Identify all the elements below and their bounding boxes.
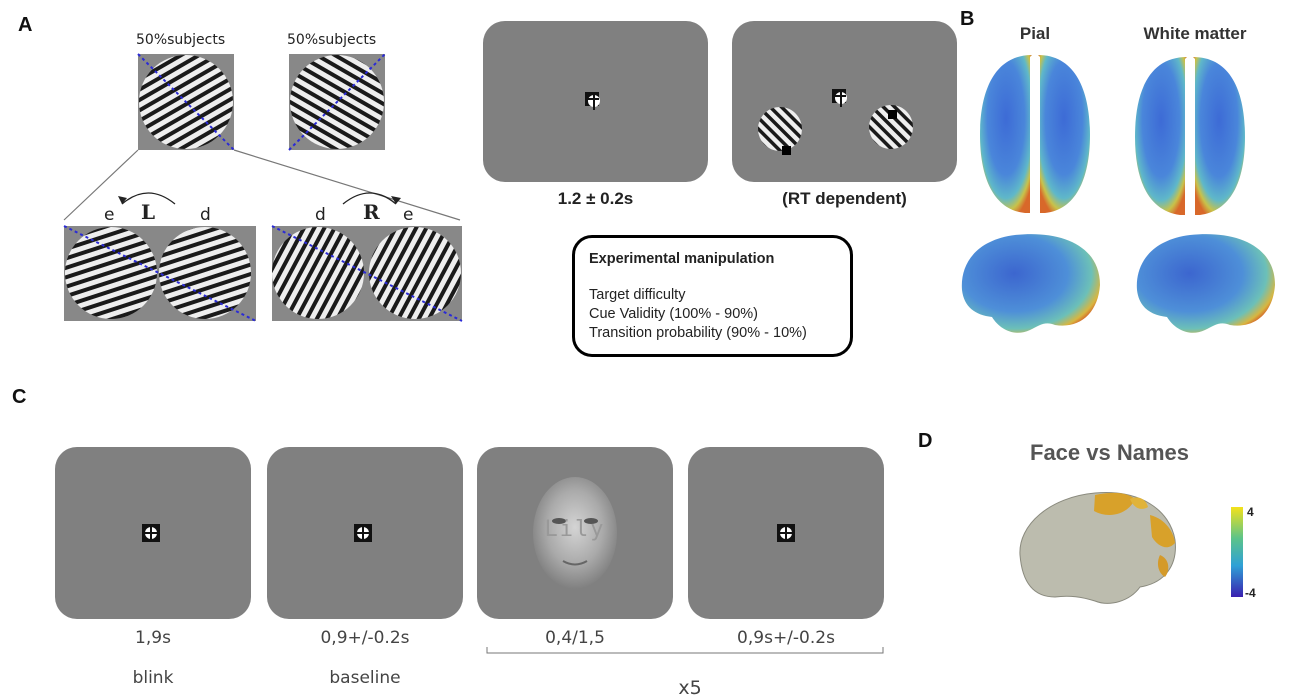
header-pial: Pial (1019, 24, 1051, 43)
grating-pair-left (63, 192, 257, 322)
fixation-cross-icon (354, 524, 372, 542)
fixation-cross-icon (585, 92, 600, 110)
brain-pial-side (961, 234, 1100, 333)
fixation-cross-icon (777, 524, 795, 542)
panel-label-b: B (960, 8, 975, 30)
screen-blink (55, 447, 251, 619)
repeat-count: x5 (678, 677, 702, 699)
grating-left-oriented (137, 53, 235, 151)
duration-blink: 1,9s (135, 628, 171, 648)
pair-left-label-d: d (200, 205, 211, 225)
rotation-left-label: L (141, 200, 156, 224)
header-white-matter: White matter (1143, 24, 1247, 43)
colorbar-min: -4 (1245, 586, 1256, 600)
brain-white-top (1135, 57, 1245, 215)
fixation-cross-icon (832, 89, 847, 107)
duration-face: 0,4/1,5 (545, 628, 605, 648)
screen-face-name: Lily (477, 447, 673, 619)
panel-d-title: Face vs Names (1030, 440, 1189, 465)
rotation-right-label: R (363, 200, 380, 224)
pair-left-label-e: e (104, 205, 115, 225)
label-blink: blink (132, 668, 174, 688)
screen-fixation (483, 21, 708, 182)
pair-right-label-d: d (315, 205, 326, 225)
label-baseline: baseline (329, 668, 401, 688)
screen-post-baseline (688, 447, 884, 619)
fixation-cross-icon (142, 524, 160, 542)
screen-targets (732, 21, 957, 182)
face-image (533, 477, 617, 589)
face-name-text: Lily (544, 517, 606, 542)
grating-label-left: 50%subjects (136, 32, 226, 48)
colorbar-max: 4 (1247, 505, 1254, 519)
colorbar (1231, 507, 1243, 597)
panel-label-d: D (918, 430, 933, 452)
duration-post: 0,9s+/-0.2s (737, 628, 835, 648)
manipulation-item: Cue Validity (100% - 90%) (589, 306, 758, 322)
caption-fixation-duration: 1.2 ± 0.2s (557, 189, 634, 208)
target-gratings (758, 105, 913, 155)
panel-label-c: C (12, 386, 27, 408)
manipulation-box: Experimental manipulation Target difficu… (572, 235, 853, 357)
manipulation-item: Target difficulty (589, 287, 686, 303)
grating-diagram (63, 53, 463, 322)
pair-right-label-e: e (403, 205, 414, 225)
duration-baseline: 0,9+/-0.2s (320, 628, 410, 648)
grating-pair-right (271, 192, 463, 322)
panel-label-a: A (18, 14, 33, 36)
brain-surfaces (961, 55, 1275, 333)
brain-pial-top (980, 55, 1090, 213)
brain-activation-map (1019, 492, 1176, 604)
repeat-bracket (486, 647, 884, 654)
manipulation-title: Experimental manipulation (589, 251, 775, 267)
screen-baseline (267, 447, 463, 619)
brain-white-side (1136, 234, 1275, 333)
manipulation-item: Transition probability (90% - 10%) (589, 325, 807, 341)
grating-right-oriented (288, 53, 386, 151)
caption-rt-dependent: (RT dependent) (782, 189, 907, 208)
grating-label-right: 50%subjects (287, 32, 377, 48)
